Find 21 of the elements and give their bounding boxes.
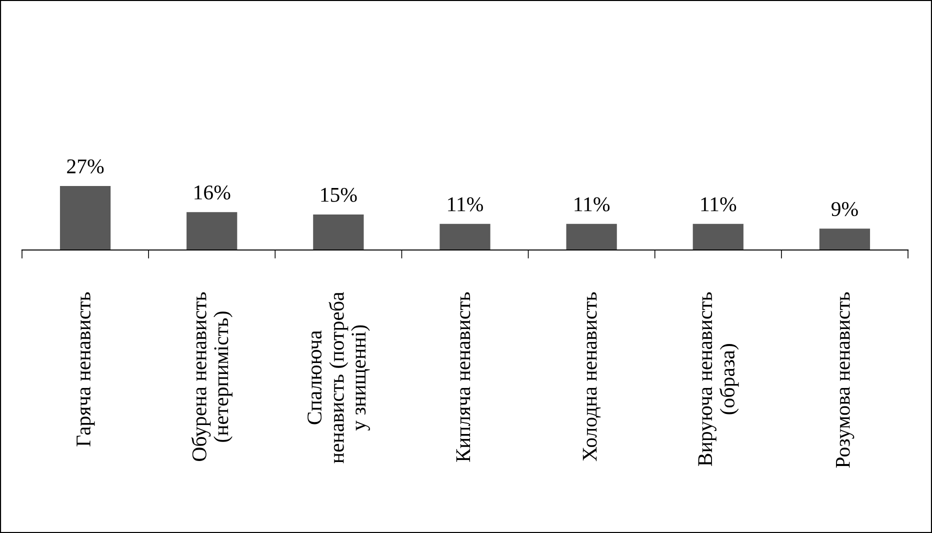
bar (692, 224, 744, 250)
bar (440, 224, 490, 250)
data-label: 11% (448, 197, 483, 212)
x-tick-label: Спалююча ненависть (потреба у знищенні) (308, 292, 370, 464)
bar (313, 214, 364, 250)
data-label: 16% (194, 185, 230, 200)
bar (819, 228, 870, 250)
bar (186, 212, 238, 250)
x-tick-label: Гаряча ненависть (76, 292, 95, 446)
data-label: 9% (832, 202, 858, 216)
x-tick-label: Вируюча ненависть (образа) (698, 292, 739, 466)
x-tick-label: Кипляча ненависть (456, 292, 470, 462)
x-tick-label: Холодна ненависть (582, 292, 601, 462)
data-label: 11% (701, 197, 736, 212)
data-label: 27% (67, 159, 104, 174)
x-tick-label: Обурена ненависть (нетерпимість) (191, 292, 232, 461)
data-label: 15% (321, 188, 357, 202)
data-label: 11% (574, 197, 610, 212)
bar (566, 224, 617, 250)
x-tick-label: Розумова ненависть (836, 292, 854, 468)
bar (60, 186, 111, 250)
